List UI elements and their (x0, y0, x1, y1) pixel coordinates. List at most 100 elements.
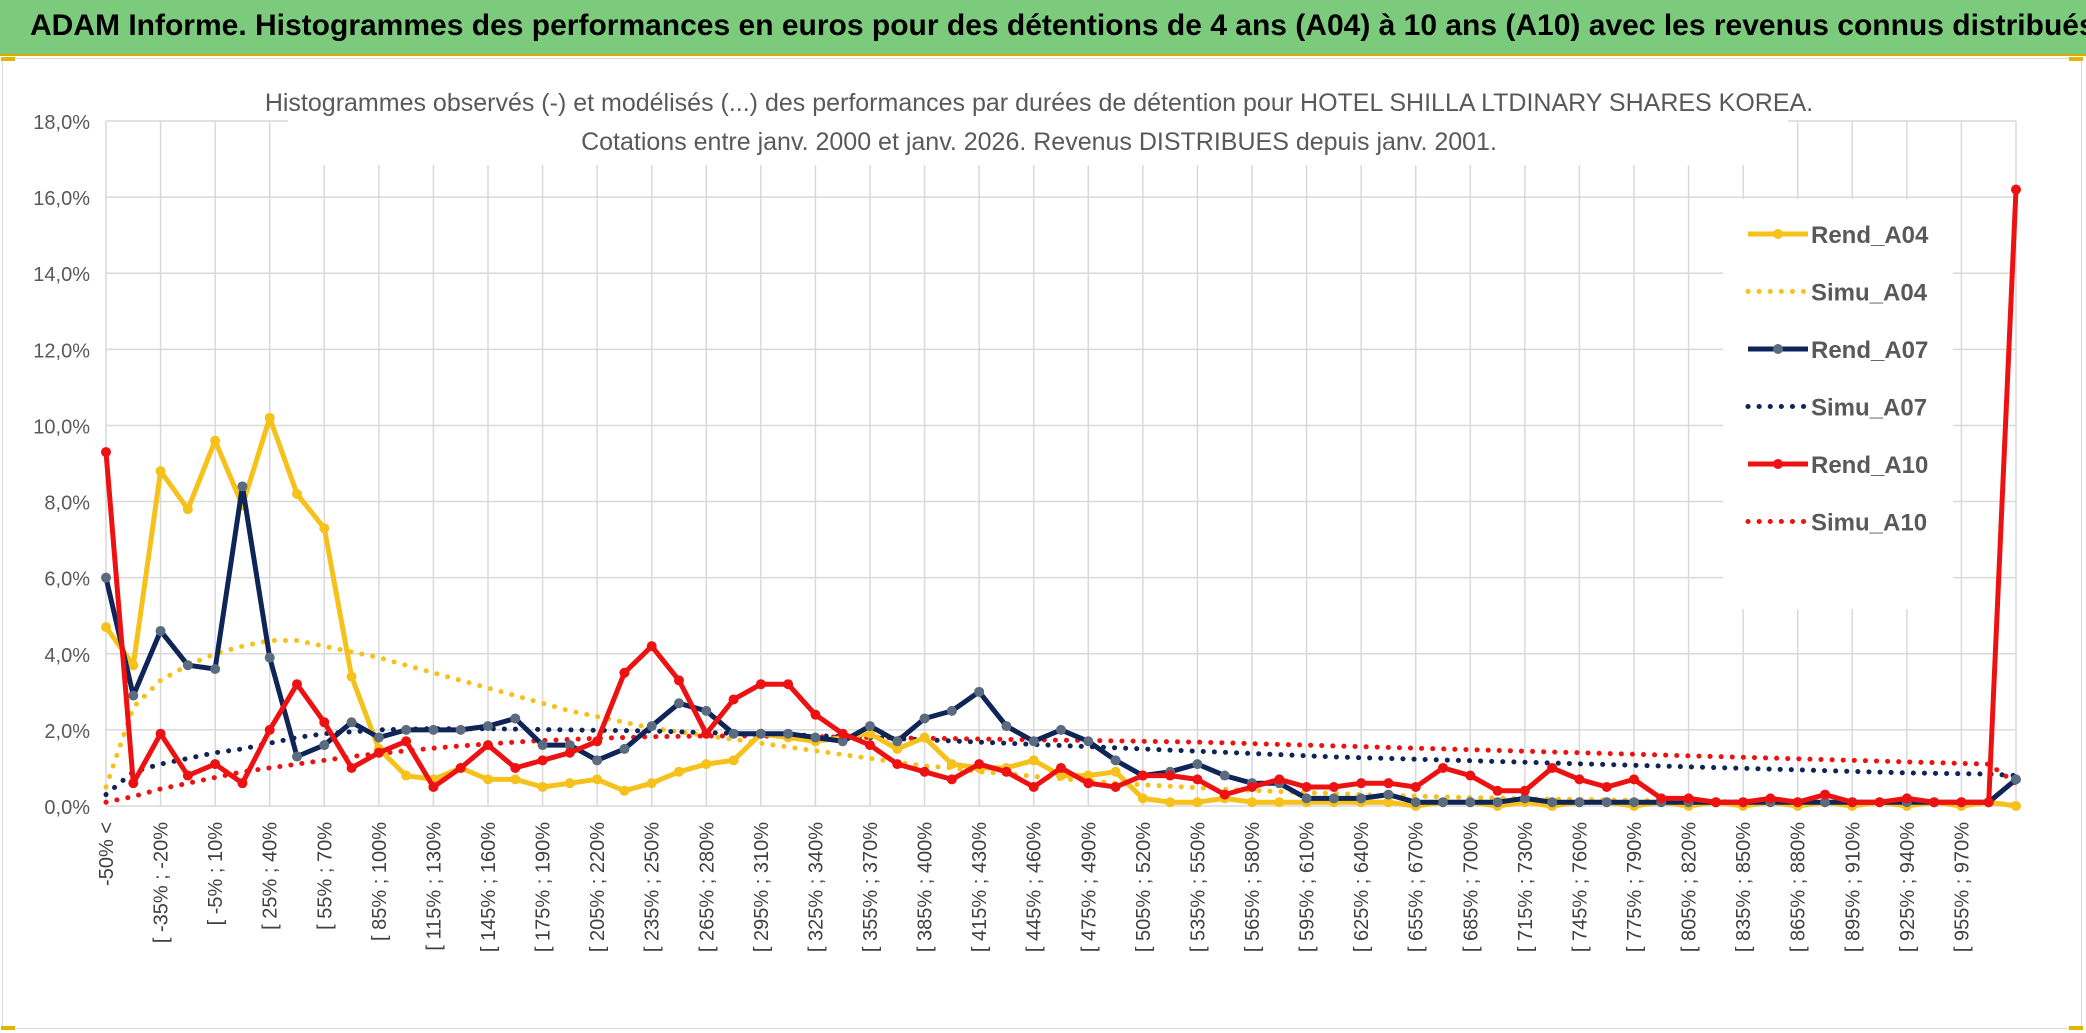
data-point (401, 770, 412, 781)
x-tick-label: [ 55% ; 70% (314, 822, 336, 930)
chart-title-line1: Histogrammes observés (-) et modélisés (… (265, 89, 1813, 117)
data-point (619, 667, 630, 678)
legend-label: Simu_A04 (1811, 280, 1928, 307)
x-tick-label: [ 745% ; 760% (1569, 822, 1591, 952)
data-point (455, 724, 466, 735)
data-point (1137, 770, 1148, 781)
data-point (401, 724, 412, 735)
data-point (264, 724, 275, 735)
data-point (1983, 797, 1994, 808)
data-point (1956, 797, 1967, 808)
legend-label: Simu_A07 (1811, 395, 1927, 422)
data-point (1383, 778, 1394, 789)
x-tick-label: [ 895% ; 910% (1842, 822, 1864, 952)
data-point (619, 743, 630, 754)
data-point (592, 736, 603, 747)
legend-label: Rend_A07 (1811, 337, 1928, 364)
data-point (1710, 797, 1721, 808)
data-point (646, 641, 657, 652)
x-tick-label: [ 775% ; 790% (1624, 822, 1646, 952)
data-point (646, 778, 657, 789)
x-tick-label: [ 535% ; 550% (1187, 822, 1209, 952)
x-tick-label: [ 805% ; 820% (1679, 822, 1701, 952)
data-point (1056, 762, 1066, 773)
data-point (1465, 770, 1476, 781)
data-point (1629, 774, 1639, 785)
data-point (592, 774, 603, 785)
data-point (592, 755, 603, 766)
data-point (1001, 721, 1012, 732)
x-tick-label: [ 325% ; 340% (805, 822, 827, 952)
data-point (1328, 793, 1339, 804)
data-point (1820, 797, 1830, 808)
y-tick-label: 2,0% (44, 721, 90, 743)
chart-frame: 0,0% 2,0% 4,0% 6,0% 8,0% 10,0% 12,0% 14,0% 16,0%… (1, 57, 2083, 1030)
data-point (1547, 762, 1558, 773)
legend-marker (1773, 459, 1783, 469)
data-point (210, 435, 221, 446)
data-point (2011, 801, 2021, 811)
data-point (1656, 793, 1667, 804)
x-tick-label: [ 175% ; 190% (533, 822, 555, 952)
data-point (1247, 781, 1257, 792)
y-tick-label: 10,0% (33, 416, 90, 438)
x-tick-label: [ 655% ; 670% (1406, 822, 1428, 952)
data-point (865, 721, 875, 732)
x-tick-label: [ 595% ; 610% (1297, 822, 1319, 952)
data-point (155, 728, 166, 739)
data-point (1438, 797, 1448, 808)
data-point (1792, 797, 1803, 808)
data-point (1192, 797, 1203, 808)
data-point (1356, 778, 1367, 789)
x-tick-label: [ 955% ; 970% (1951, 822, 1973, 952)
data-point (810, 709, 821, 720)
data-point (292, 488, 302, 499)
data-point (701, 728, 712, 739)
data-point (946, 774, 957, 785)
legend-item-rend-a04: Rend_A04 (1748, 222, 1929, 249)
data-point (1165, 770, 1176, 781)
chart-title: Histogrammes observés (-) et modélisés (… (265, 61, 1813, 165)
data-point (182, 660, 193, 671)
data-point (919, 766, 930, 777)
data-point (483, 721, 493, 732)
data-point (2011, 774, 2021, 785)
legend-marker (1773, 229, 1783, 239)
data-point (919, 732, 930, 743)
legend-label: Rend_A04 (1811, 222, 1929, 249)
data-point (1519, 785, 1530, 796)
data-point (1328, 781, 1339, 792)
data-point (101, 572, 111, 583)
y-tick-label: 16,0% (33, 188, 90, 210)
x-tick-label: [ 505% ; 520% (1133, 822, 1155, 952)
x-tick-label: [ 235% ; 250% (642, 822, 664, 952)
banner-title: ADAM Informe. Histogrammes des performan… (30, 9, 2086, 42)
data-point (319, 717, 330, 728)
legend-item-simu-a04: Simu_A04 (1745, 280, 1928, 307)
x-tick-label: [ 205% ; 220% (587, 822, 609, 952)
data-point (128, 690, 139, 701)
data-point (292, 751, 302, 762)
data-point (346, 717, 357, 728)
data-point (1083, 778, 1094, 789)
data-point (1247, 797, 1257, 808)
legend: Rend_A04 Simu_A04 Rend_A07 Simu_A07 Rend_A10… (1723, 199, 1953, 609)
x-tick-label: [ 355% ; 370% (860, 822, 882, 952)
data-point (1192, 759, 1203, 770)
data-point (974, 759, 985, 770)
x-tick-label: [ 835% ; 850% (1733, 822, 1755, 952)
x-tick-label: [ -5% ; 10% (205, 822, 227, 926)
series-lines (101, 184, 2021, 811)
data-point (892, 736, 903, 747)
data-point (728, 728, 739, 739)
data-point (946, 759, 957, 770)
data-point (182, 770, 193, 781)
data-point (1301, 793, 1312, 804)
legend-item-rend-a10: Rend_A10 (1748, 452, 1928, 479)
data-point (1110, 766, 1121, 777)
data-point (1165, 797, 1176, 808)
data-point (837, 728, 848, 739)
data-point (401, 736, 412, 747)
x-tick-label: [ 685% ; 700% (1460, 822, 1482, 952)
data-point (1219, 789, 1230, 800)
